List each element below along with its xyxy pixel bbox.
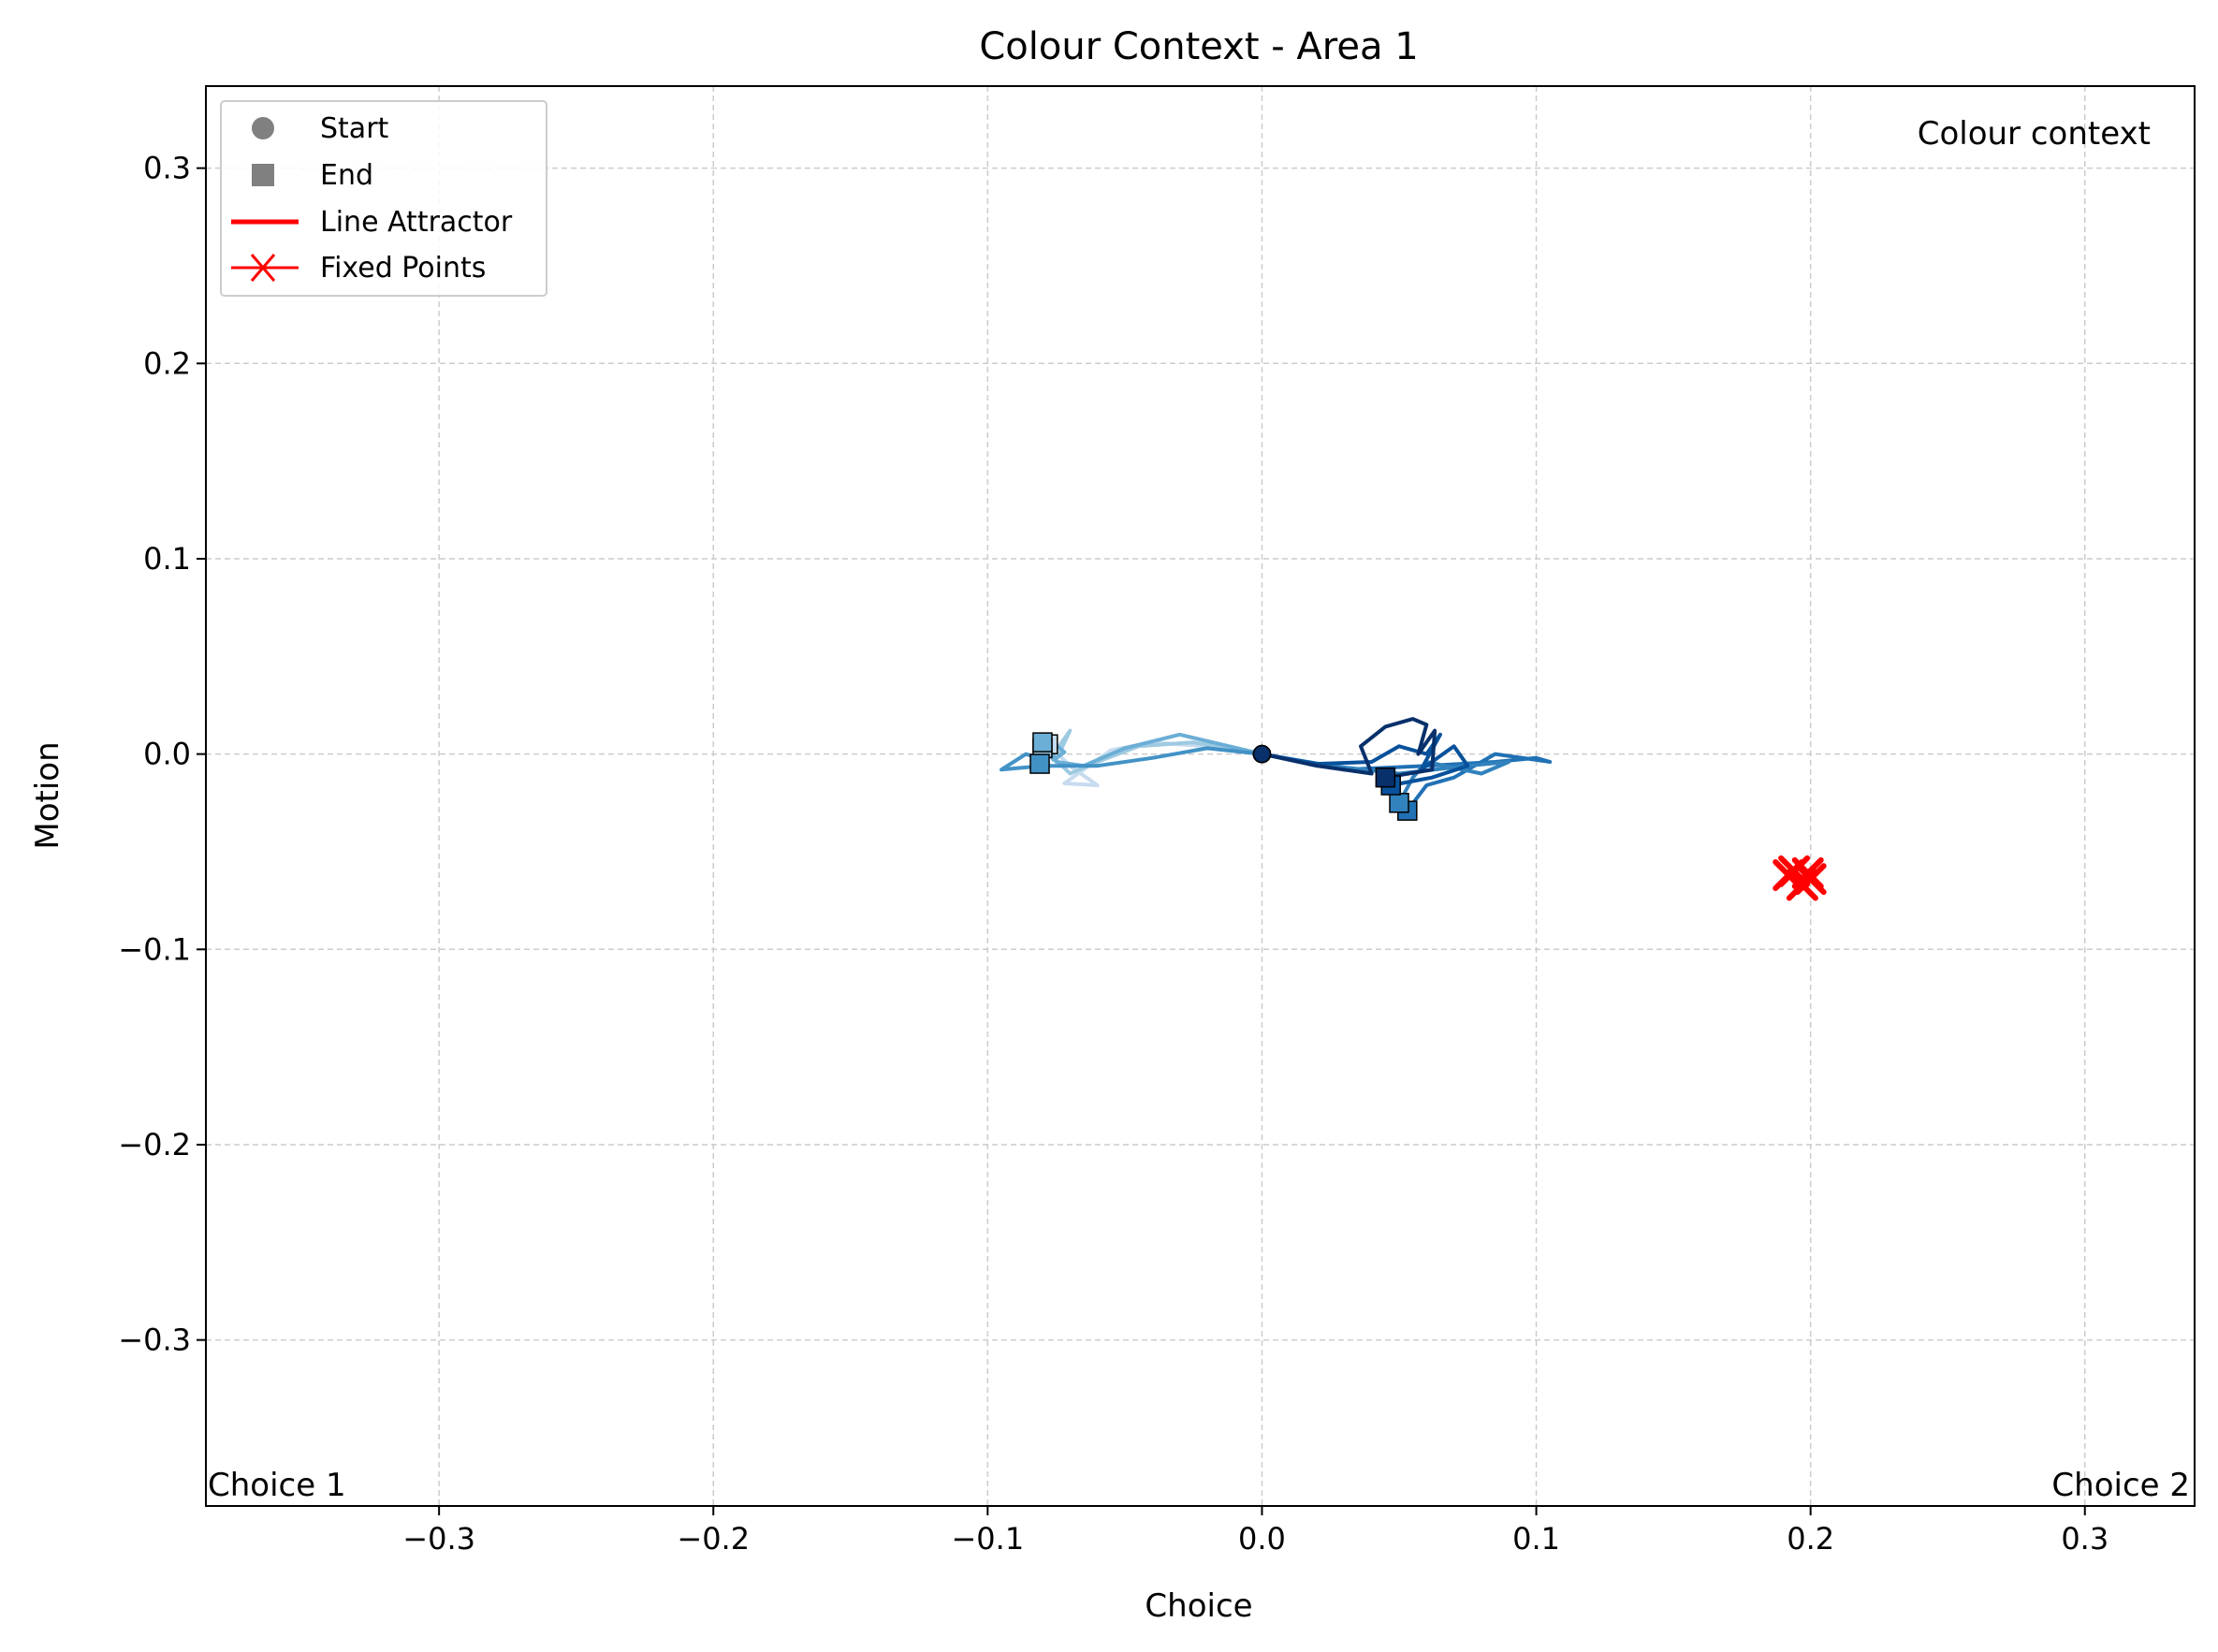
- x-tick-label: 0.2: [1787, 1521, 1834, 1557]
- trajectory-end-marker: [1389, 793, 1409, 813]
- y-tick-label: −0.3: [118, 1323, 191, 1358]
- legend-end-label: End: [320, 159, 373, 192]
- x-tick-label: 0.0: [1238, 1521, 1286, 1557]
- x-tick-label: −0.3: [402, 1521, 475, 1557]
- trajectory-start-marker: [1252, 744, 1272, 764]
- y-tick-label: −0.2: [118, 1127, 191, 1162]
- y-tick-label: 0.1: [143, 541, 191, 577]
- choice-1-annotation: Choice 1: [208, 1467, 346, 1504]
- legend-line-attractor-label: Line Attractor: [320, 206, 513, 239]
- fixed-point-marker: [1794, 863, 1827, 896]
- y-tick-label: −0.1: [118, 931, 191, 967]
- x-axis-ticks: −0.3 −0.2 −0.1 0.0 0.1 0.2 0.3: [402, 1506, 2109, 1557]
- marker-group: [1029, 732, 1418, 821]
- trajectory-line: [1260, 732, 1470, 787]
- y-tick-label: 0.0: [143, 737, 191, 772]
- x-tick-label: −0.2: [677, 1521, 750, 1557]
- legend-start-label: Start: [320, 112, 389, 145]
- x-tick-label: 0.3: [2061, 1521, 2109, 1557]
- fixed-points-group: [1773, 855, 1827, 901]
- y-tick-label: 0.3: [143, 151, 191, 186]
- legend-end-marker: [252, 164, 274, 186]
- trajectory-line: [1041, 732, 1264, 768]
- x-tick-label: −0.1: [951, 1521, 1024, 1557]
- trajectory-end-marker: [1032, 732, 1053, 753]
- x-axis-label: Choice: [1145, 1587, 1252, 1625]
- chart-title: Colour Context - Area 1: [979, 25, 1418, 68]
- y-tick-label: 0.2: [143, 345, 191, 381]
- legend-start-marker: [252, 117, 274, 139]
- y-axis-ticks: −0.3 −0.2 −0.1 0.0 0.1 0.2 0.3: [118, 151, 206, 1358]
- choice-2-annotation: Choice 2: [2051, 1467, 2190, 1504]
- plot-frame: [205, 85, 2196, 1507]
- legend-fixed-points-x-icon: [250, 254, 276, 282]
- x-tick-label: 0.1: [1512, 1521, 1560, 1557]
- trajectory-line: [1260, 717, 1437, 780]
- trajectory-end-marker: [1029, 753, 1050, 774]
- trajectory-line: [1041, 728, 1264, 776]
- fixed-point-marker: [1778, 855, 1811, 887]
- legend-fixed-points-label: Fixed Points: [320, 252, 486, 285]
- legend: Start End Line Attractor Fixed Points: [220, 100, 547, 297]
- trajectory-end-marker: [1375, 767, 1396, 788]
- context-annotation: Colour context: [1918, 115, 2151, 153]
- y-axis-label: Motion: [29, 741, 66, 849]
- legend-box: [220, 100, 547, 297]
